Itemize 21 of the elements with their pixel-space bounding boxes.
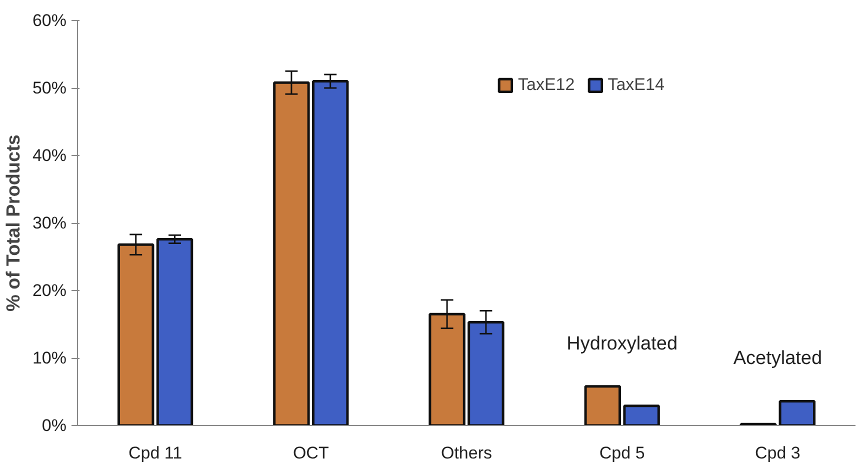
x-tick-label: Cpd 5 [599, 444, 645, 462]
bar [623, 404, 660, 426]
bar [584, 385, 622, 426]
y-tick-label: 10% [32, 348, 67, 368]
y-tick-label: 0% [42, 416, 67, 435]
y-tick-label: 30% [32, 214, 67, 232]
x-tick-label: Others [440, 444, 492, 462]
x-tick-label: Cpd 3 [755, 444, 800, 462]
y-tick-label: 20% [32, 281, 67, 300]
x-tick-label: Cpd 11 [128, 444, 182, 462]
y-tick-label: 60% [32, 11, 67, 30]
y-axis-title: % of Total Products [3, 134, 24, 312]
annotation: Hydroxylated [566, 333, 678, 354]
bar [156, 238, 194, 426]
y-tick-label: 40% [32, 146, 67, 165]
legend-label: TaxE12 [518, 75, 575, 95]
legend-label: TaxE14 [608, 75, 664, 95]
y-tick-label: 50% [32, 78, 67, 98]
annotation: Acetylated [733, 348, 822, 370]
bar [778, 400, 816, 426]
x-tick-label: OCT [292, 444, 329, 462]
